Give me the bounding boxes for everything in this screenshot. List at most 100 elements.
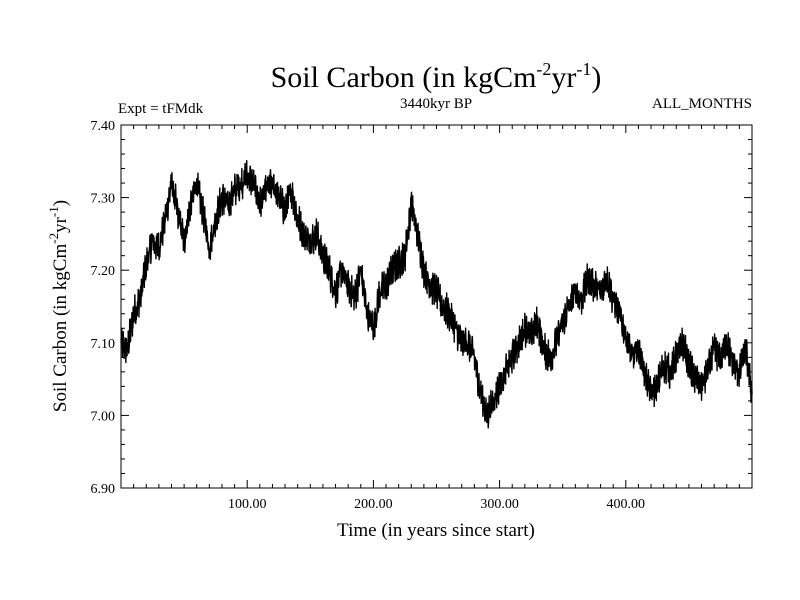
data-point	[700, 385, 703, 387]
data-point	[745, 349, 747, 351]
data-point	[429, 284, 431, 286]
data-point	[139, 298, 141, 300]
data-point	[562, 320, 564, 322]
data-point	[726, 342, 728, 344]
data-point	[404, 255, 406, 257]
y-tick-label: 7.20	[91, 264, 116, 279]
data-point	[644, 371, 646, 373]
x-tick-label: 100.00	[228, 497, 267, 512]
data-point	[568, 305, 570, 308]
experiment-label: Expt = tFMdk	[118, 101, 204, 117]
data-point	[637, 349, 640, 351]
data-point	[423, 269, 425, 271]
data-point	[719, 356, 722, 358]
data-point	[233, 189, 236, 191]
data-point	[297, 218, 299, 220]
y-axis-label: Soil Carbon (in kgCm-2yr-1)	[46, 200, 71, 412]
data-point	[675, 356, 677, 358]
chart-title: Soil Carbon (in kgCm-2yr-1)	[271, 59, 602, 94]
data-point	[316, 233, 318, 235]
data-point	[599, 291, 602, 293]
data-point	[265, 189, 267, 191]
x-tick-label: 400.00	[607, 497, 646, 512]
data-point	[499, 385, 501, 387]
data-point	[391, 269, 393, 271]
data-point	[246, 175, 248, 177]
data-point	[454, 327, 457, 329]
period-label: 3440kyr BP	[400, 96, 472, 112]
data-point	[593, 284, 595, 286]
data-point	[606, 276, 608, 279]
data-point	[322, 255, 324, 257]
data-point	[334, 291, 337, 293]
data-point	[328, 269, 330, 271]
y-tick-label: 6.90	[91, 482, 116, 497]
data-point	[505, 371, 507, 373]
data-point	[681, 342, 684, 344]
data-point	[164, 218, 166, 220]
data-point	[536, 320, 539, 322]
data-point	[612, 298, 614, 300]
data-point	[341, 269, 343, 271]
data-point	[353, 298, 356, 300]
x-tick-label: 300.00	[480, 497, 519, 512]
data-point	[133, 313, 135, 315]
soil-carbon-series-line	[120, 160, 753, 429]
data-point	[366, 313, 368, 315]
data-point	[461, 342, 463, 344]
series-layer	[120, 160, 753, 429]
data-point	[379, 291, 381, 293]
data-point	[574, 291, 576, 293]
data-point	[170, 182, 173, 184]
data-point	[448, 313, 450, 315]
x-axis-label: Time (in years since start)	[337, 520, 535, 541]
data-point	[707, 371, 709, 373]
data-point	[271, 182, 274, 184]
data-point	[240, 182, 242, 184]
data-point	[183, 240, 185, 242]
data-point	[202, 211, 204, 213]
data-point	[732, 363, 734, 366]
data-point	[227, 204, 229, 206]
data-point	[309, 240, 311, 242]
x-tick-label: 200.00	[354, 497, 393, 512]
data-point	[303, 233, 305, 235]
data-point	[284, 211, 286, 213]
data-point	[656, 385, 658, 387]
x-axis-ticks: 100.00 200.00 300.00 400.00	[228, 497, 645, 512]
data-point	[631, 356, 633, 358]
data-point	[410, 204, 412, 206]
data-point	[625, 334, 627, 337]
data-point	[290, 189, 292, 191]
data-point	[492, 400, 494, 402]
plot-frame	[120, 124, 753, 489]
data-point	[650, 393, 652, 395]
y-tick-label: 7.10	[91, 337, 116, 352]
data-point	[126, 349, 128, 351]
data-point	[385, 284, 387, 286]
data-point	[196, 182, 198, 184]
data-point	[208, 247, 210, 250]
minor-ticks	[121, 125, 752, 488]
data-point	[688, 363, 690, 366]
data-point	[360, 269, 362, 271]
data-point	[158, 247, 160, 250]
data-point	[517, 342, 520, 344]
data-point	[278, 197, 280, 199]
data-point	[511, 356, 513, 358]
data-point	[618, 313, 621, 315]
data-point	[416, 233, 419, 235]
y-tick-label: 7.40	[91, 119, 116, 134]
data-point	[530, 334, 532, 337]
data-point	[473, 356, 475, 358]
y-axis-ticks: 6.90 7.00 7.10 7.20 7.30 7.40	[91, 119, 116, 497]
data-point	[549, 356, 551, 358]
data-point	[555, 342, 557, 344]
data-point	[524, 327, 526, 329]
data-point	[398, 262, 400, 264]
months-label: ALL_MONTHS	[652, 96, 752, 112]
data-point	[480, 393, 482, 395]
data-point	[435, 291, 438, 293]
data-point	[486, 414, 488, 416]
